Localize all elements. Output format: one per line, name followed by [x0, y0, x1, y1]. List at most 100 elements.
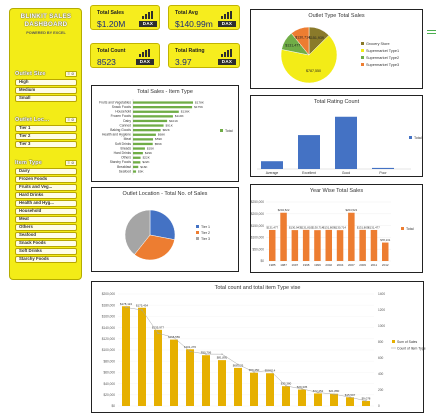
slicer-item[interactable]: Meat	[15, 216, 77, 223]
slicer-item[interactable]: Household	[15, 208, 77, 215]
legend-label: Total	[406, 227, 414, 231]
bar	[133, 147, 145, 149]
category-label: Household	[115, 110, 131, 114]
category-label: Snack Foods	[112, 105, 132, 109]
bar	[133, 157, 141, 159]
column-chart: $0 $50,000 $100,000 $150,000 $200,000 $250,00…	[251, 185, 424, 274]
bar	[133, 166, 138, 168]
data-label: $35K	[147, 146, 155, 150]
line-point	[349, 397, 350, 398]
slicer-item[interactable]: Seafood	[15, 232, 77, 239]
bar	[133, 111, 179, 113]
category-label: Seafood	[119, 169, 131, 173]
y-tick-label: $40,000	[103, 382, 115, 386]
bar	[133, 143, 153, 145]
bar-chart-icon: DAX	[136, 48, 154, 65]
line-point	[333, 393, 334, 394]
legend-label: Supermarket Type1	[366, 49, 399, 53]
bar	[346, 397, 354, 406]
category-label: 1987	[280, 263, 287, 267]
y2-tick-label: 1000	[378, 324, 385, 328]
slicer-item[interactable]: Fruits and Veg...	[15, 184, 77, 191]
legend-label: Tier 1	[201, 225, 210, 229]
bar	[122, 306, 130, 406]
dax-label: DAX	[218, 21, 236, 27]
category-label: Starchy Foods	[110, 160, 132, 164]
data-label: $131,477	[285, 44, 300, 48]
data-label: $136K	[181, 110, 191, 114]
slicer-item[interactable]: Others	[15, 224, 77, 231]
category-label: Hard Drinks	[114, 151, 132, 155]
category-label: Good	[342, 171, 350, 175]
legend-swatch	[196, 231, 199, 234]
y2-tick-label: 800	[378, 340, 384, 344]
bar	[234, 368, 242, 406]
data-label: $81,895	[217, 356, 228, 360]
brand-title-line1: BLINKIT SALES	[21, 13, 72, 20]
line-point	[221, 353, 222, 354]
y-tick-label: $20,000	[103, 393, 115, 397]
data-label: $175K	[194, 105, 204, 109]
slicer-item[interactable]: Health and Hyg...	[15, 200, 77, 207]
y-tick-label: $140,000	[102, 326, 116, 330]
bar	[314, 230, 321, 261]
slicer-item[interactable]: High	[15, 79, 77, 86]
data-label: $9K	[138, 169, 144, 173]
bar	[314, 393, 322, 406]
slicer-item[interactable]: Tier 1	[15, 125, 77, 132]
data-label: $178,124	[120, 302, 132, 306]
data-label: $22K	[142, 160, 150, 164]
clear-filter-icon[interactable]: ≡ ⊘	[65, 160, 77, 166]
kpi-label: Total Rating	[175, 48, 205, 54]
slicer-item[interactable]: Small	[15, 95, 77, 102]
kpi-label: Total Count	[97, 48, 125, 54]
kpi-value: $1.20M	[97, 19, 125, 29]
y-tick-label: $0	[111, 404, 115, 408]
slicer-title: Outlet Size	[15, 71, 46, 77]
bar	[362, 401, 370, 406]
slicer-outlet-location: Outlet Loc... ≡ ⊘ Tier 1 Tier 2 Tier 3	[15, 116, 77, 149]
kpi-label: Total Sales	[97, 10, 124, 16]
data-label: $101,276	[184, 345, 196, 349]
y2-tick-label: 1200	[378, 308, 385, 312]
category-label: 1985	[269, 263, 276, 267]
slicer-item[interactable]: Tier 2	[15, 133, 77, 140]
y-tick-label: $80,000	[103, 359, 115, 363]
clear-filter-icon[interactable]: ≡ ⊘	[65, 117, 77, 123]
bar-chart-icon: DAX	[218, 10, 236, 27]
slicer-item[interactable]: Starchy Foods	[15, 256, 77, 263]
data-label: $9,078	[362, 396, 371, 400]
slicer-item[interactable]: Snack Foods	[15, 240, 77, 247]
y-tick-label: $150,000	[251, 224, 265, 228]
slicer-item[interactable]: Soft Drinks	[15, 248, 77, 255]
slicer-item[interactable]: Tier 3	[15, 141, 77, 148]
legend-label: Count of Item Type	[397, 347, 426, 351]
data-label: $59K	[155, 142, 163, 146]
y-tick-label: $180,000	[102, 303, 116, 307]
category-label: Average	[266, 171, 279, 175]
slicer-item-type: Item Type ≡ ⊘ Dairy Frozen Foods Fruits …	[15, 159, 77, 264]
slicer-item[interactable]: Frozen Foods	[15, 176, 77, 183]
chart-year-wise-sales: Year Wise Total Sales $0 $50,000 $100,000 $…	[250, 184, 423, 273]
data-label: $22K	[143, 156, 151, 160]
bar	[266, 373, 274, 406]
slicer-item[interactable]: Hard Drinks	[15, 192, 77, 199]
dax-label: DAX	[139, 21, 157, 27]
kpi-value: $140.99m	[175, 19, 213, 29]
chart-item-type-sales: Total Sales - Item Type Fruits and Veget…	[91, 85, 239, 182]
data-label: $82K	[163, 128, 171, 132]
legend-swatch	[401, 227, 404, 230]
category-label: Baking Goods	[110, 128, 131, 132]
legend-swatch	[361, 56, 364, 59]
bar	[133, 134, 156, 136]
bar	[261, 161, 283, 169]
data-label: $91K	[166, 123, 174, 127]
line-point	[317, 392, 318, 393]
slicer-item[interactable]: Dairy	[15, 168, 77, 175]
y-tick-label: $100,000	[251, 236, 265, 240]
bar	[298, 135, 320, 169]
slicer-item[interactable]: Medium	[15, 87, 77, 94]
clear-filter-icon[interactable]: ≡ ⊘	[65, 71, 77, 77]
dax-label: DAX	[136, 59, 154, 65]
kpi-total-count: Total Count 8523 DAX	[90, 43, 160, 68]
